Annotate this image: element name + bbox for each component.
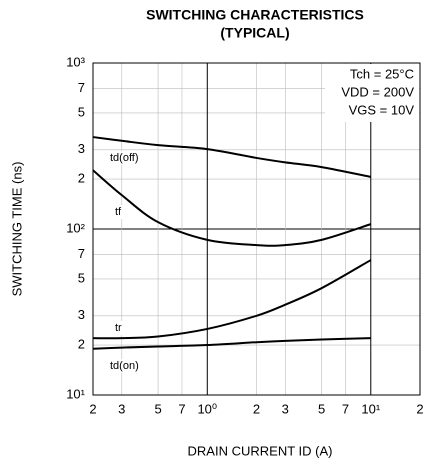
label-bg	[108, 151, 154, 165]
y-tick-label: 7	[78, 80, 85, 95]
annotation-box	[325, 64, 419, 122]
x-tick-label: 2	[89, 401, 96, 416]
series-label: tf	[115, 206, 122, 218]
x-tick-label: 2	[253, 401, 260, 416]
x-axis-label: DRAIN CURRENT ID (A)	[188, 443, 333, 458]
annotation: VGS = 10V	[349, 102, 415, 117]
label-bg	[113, 321, 129, 335]
plot-frame	[92, 62, 421, 396]
label-bg	[108, 359, 148, 373]
y-tick-label: 10¹	[66, 386, 85, 401]
x-tick-label: 7	[342, 401, 349, 416]
series-line	[92, 136, 371, 178]
series-label: tr	[115, 322, 122, 334]
chart-title: (TYPICAL)	[220, 25, 289, 41]
y-tick-label: 10³	[66, 54, 85, 69]
x-tick-label: 3	[282, 401, 289, 416]
y-tick-label: 5	[78, 104, 85, 119]
y-tick-label: 10²	[66, 220, 85, 235]
x-tick-label: 7	[178, 401, 185, 416]
x-tick-label: 5	[154, 401, 161, 416]
annotation: Tch = 25°C	[350, 66, 414, 81]
series-label: td(on)	[110, 360, 139, 372]
label-bg	[113, 205, 129, 219]
series-line	[92, 337, 371, 350]
x-tick-label: 10¹	[361, 401, 380, 416]
chart-title: SWITCHING CHARACTERISTICS	[146, 7, 364, 23]
y-tick-label: 2	[78, 170, 85, 185]
y-tick-label: 7	[78, 246, 85, 261]
y-tick-label: 3	[78, 307, 85, 322]
annotation: VDD = 200V	[341, 84, 414, 99]
series-line	[92, 169, 372, 247]
y-tick-label: 2	[78, 336, 85, 351]
x-tick-label: 10⁰	[197, 401, 217, 416]
y-axis-label: SWITCHING TIME (ns)	[9, 162, 24, 297]
y-tick-label: 5	[78, 270, 85, 285]
x-tick-label: 3	[118, 401, 125, 416]
x-tick-label: 2	[416, 401, 423, 416]
series-label: td(off)	[110, 152, 139, 164]
x-tick-label: 5	[318, 401, 325, 416]
series-line	[92, 259, 372, 340]
y-tick-label: 3	[78, 141, 85, 156]
